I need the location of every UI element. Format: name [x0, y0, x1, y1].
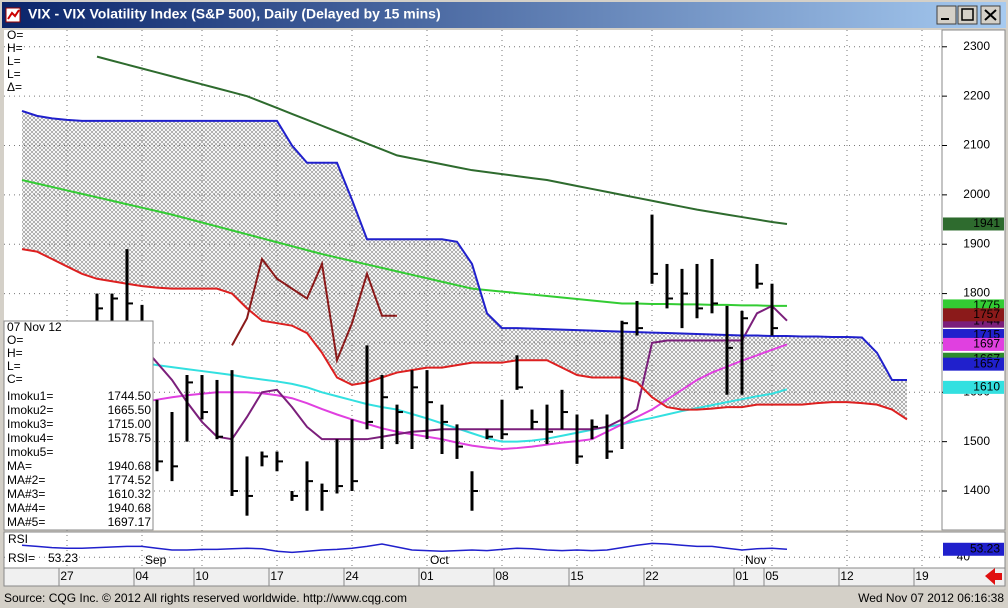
rsi-tag — [943, 542, 1004, 556]
indicator-line — [21, 179, 787, 307]
info-reading-value: 1697.17 — [108, 515, 152, 529]
x-tick-label: 08 — [495, 569, 509, 583]
month-label: Nov — [745, 553, 766, 567]
info-label: C= — [7, 372, 23, 386]
button-face[interactable] — [936, 5, 957, 25]
x-tick-label: 01 — [420, 569, 434, 583]
x-tick-label: 15 — [570, 569, 584, 583]
price-tag — [943, 380, 1004, 394]
info-reading-value: 1744.50 — [108, 389, 152, 403]
y-tick-label: 1900 — [963, 236, 990, 250]
info-label: H= — [7, 346, 23, 360]
price-tag-label: 1941 — [973, 216, 1000, 230]
info-reading-label: Imoku3= — [7, 417, 53, 431]
window-title: VIX - VIX Volatility Index (S&P 500), Da… — [28, 6, 441, 22]
info-reading-label: MA= — [7, 459, 32, 473]
y-tick-label: 2200 — [963, 88, 990, 102]
x-tick-label: 24 — [345, 569, 359, 583]
info-reading-label: Imoku1= — [7, 389, 53, 403]
x-tick-label: 10 — [195, 569, 209, 583]
info-reading-value: 1774.52 — [108, 473, 152, 487]
y-tick-label: 2300 — [963, 39, 990, 53]
month-label: Sep — [145, 553, 167, 567]
scroll-arrow[interactable] — [985, 568, 1002, 585]
price-tag-label: 1657 — [973, 356, 1000, 370]
info-box — [3, 320, 154, 531]
y-tick-label: 1400 — [963, 483, 990, 497]
rsi-readout-value: 53.23 — [48, 551, 78, 565]
price-tag — [943, 308, 1004, 322]
close-button[interactable] — [980, 5, 1001, 25]
ohlc-label: L= — [7, 67, 21, 81]
info-reading-label: MA#2= — [7, 473, 45, 487]
info-reading-value: 1940.68 — [108, 459, 152, 473]
x-tick-label: 19 — [915, 569, 929, 583]
info-label: O= — [7, 333, 23, 347]
ohlc-label: H= — [7, 41, 23, 55]
indicator-line — [231, 256, 397, 364]
footer-time: Wed Nov 07 2012 06:16:38 — [858, 591, 1004, 605]
rsi-tag-label: 53.23 — [970, 541, 1000, 555]
price-tag-label: 1757 — [973, 307, 1000, 321]
rsi-line — [21, 542, 788, 554]
info-reading-label: MA#4= — [7, 501, 45, 515]
price-tag-label: 1697 — [973, 337, 1000, 351]
indicator-line — [21, 109, 907, 381]
x-tick-label: 27 — [60, 569, 74, 583]
info-label: L= — [7, 359, 21, 373]
x-tick-label: 12 — [840, 569, 854, 583]
indicator-line — [141, 343, 788, 451]
indicator-line — [141, 361, 788, 443]
date-axis — [3, 567, 1006, 587]
info-reading-value: 1940.68 — [108, 501, 152, 515]
minimize-icon — [941, 18, 949, 20]
indicator-line — [96, 55, 788, 225]
footer-source: Source: CQG Inc. © 2012 All rights reser… — [4, 591, 407, 605]
info-date: 07 Nov 12 — [7, 320, 62, 334]
x-tick-label: 17 — [270, 569, 284, 583]
rsi-readout-label: RSI= — [8, 551, 35, 565]
ohlc-label: O= — [7, 28, 23, 42]
maximize-icon — [961, 8, 974, 21]
price-tag — [943, 337, 1004, 351]
x-tick-label: 05 — [765, 569, 779, 583]
ichimoku-cloud — [22, 110, 907, 420]
info-reading-value: 1665.50 — [108, 403, 152, 417]
info-reading-value: 1715.00 — [108, 417, 152, 431]
price-tag — [943, 357, 1004, 371]
price-tag — [943, 217, 1004, 231]
rsi-label: RSI — [8, 532, 28, 546]
x-tick-label: 22 — [645, 569, 659, 583]
info-reading-value: 1610.32 — [108, 487, 152, 501]
maximize-button[interactable] — [957, 5, 978, 25]
info-reading-value: 1578.75 — [108, 431, 152, 445]
x-tick-label: 01 — [735, 569, 749, 583]
ohlc-label: Δ= — [7, 80, 22, 94]
y-tick-label: 1500 — [963, 434, 990, 448]
y-tick-label: 2100 — [963, 138, 990, 152]
info-reading-label: Imoku5= — [7, 445, 53, 459]
price-axis — [941, 29, 1006, 531]
info-reading-label: MA#3= — [7, 487, 45, 501]
title-bar — [2, 2, 1006, 28]
x-tick-label: 04 — [135, 569, 149, 583]
info-reading-label: Imoku4= — [7, 431, 53, 445]
month-label: Oct — [430, 553, 449, 567]
indicator-line — [21, 248, 908, 421]
close-icon — [984, 9, 997, 21]
indicator-line — [141, 304, 788, 441]
minimize-button[interactable] — [936, 5, 957, 25]
info-reading-label: MA#5= — [7, 515, 45, 529]
info-reading-label: Imoku2= — [7, 403, 53, 417]
ohlc-label: L= — [7, 54, 21, 68]
y-tick-label: 1800 — [963, 286, 990, 300]
price-tag-label: 1610 — [973, 380, 1000, 394]
y-tick-label: 2000 — [963, 187, 990, 201]
app-icon-graph — [7, 9, 20, 20]
